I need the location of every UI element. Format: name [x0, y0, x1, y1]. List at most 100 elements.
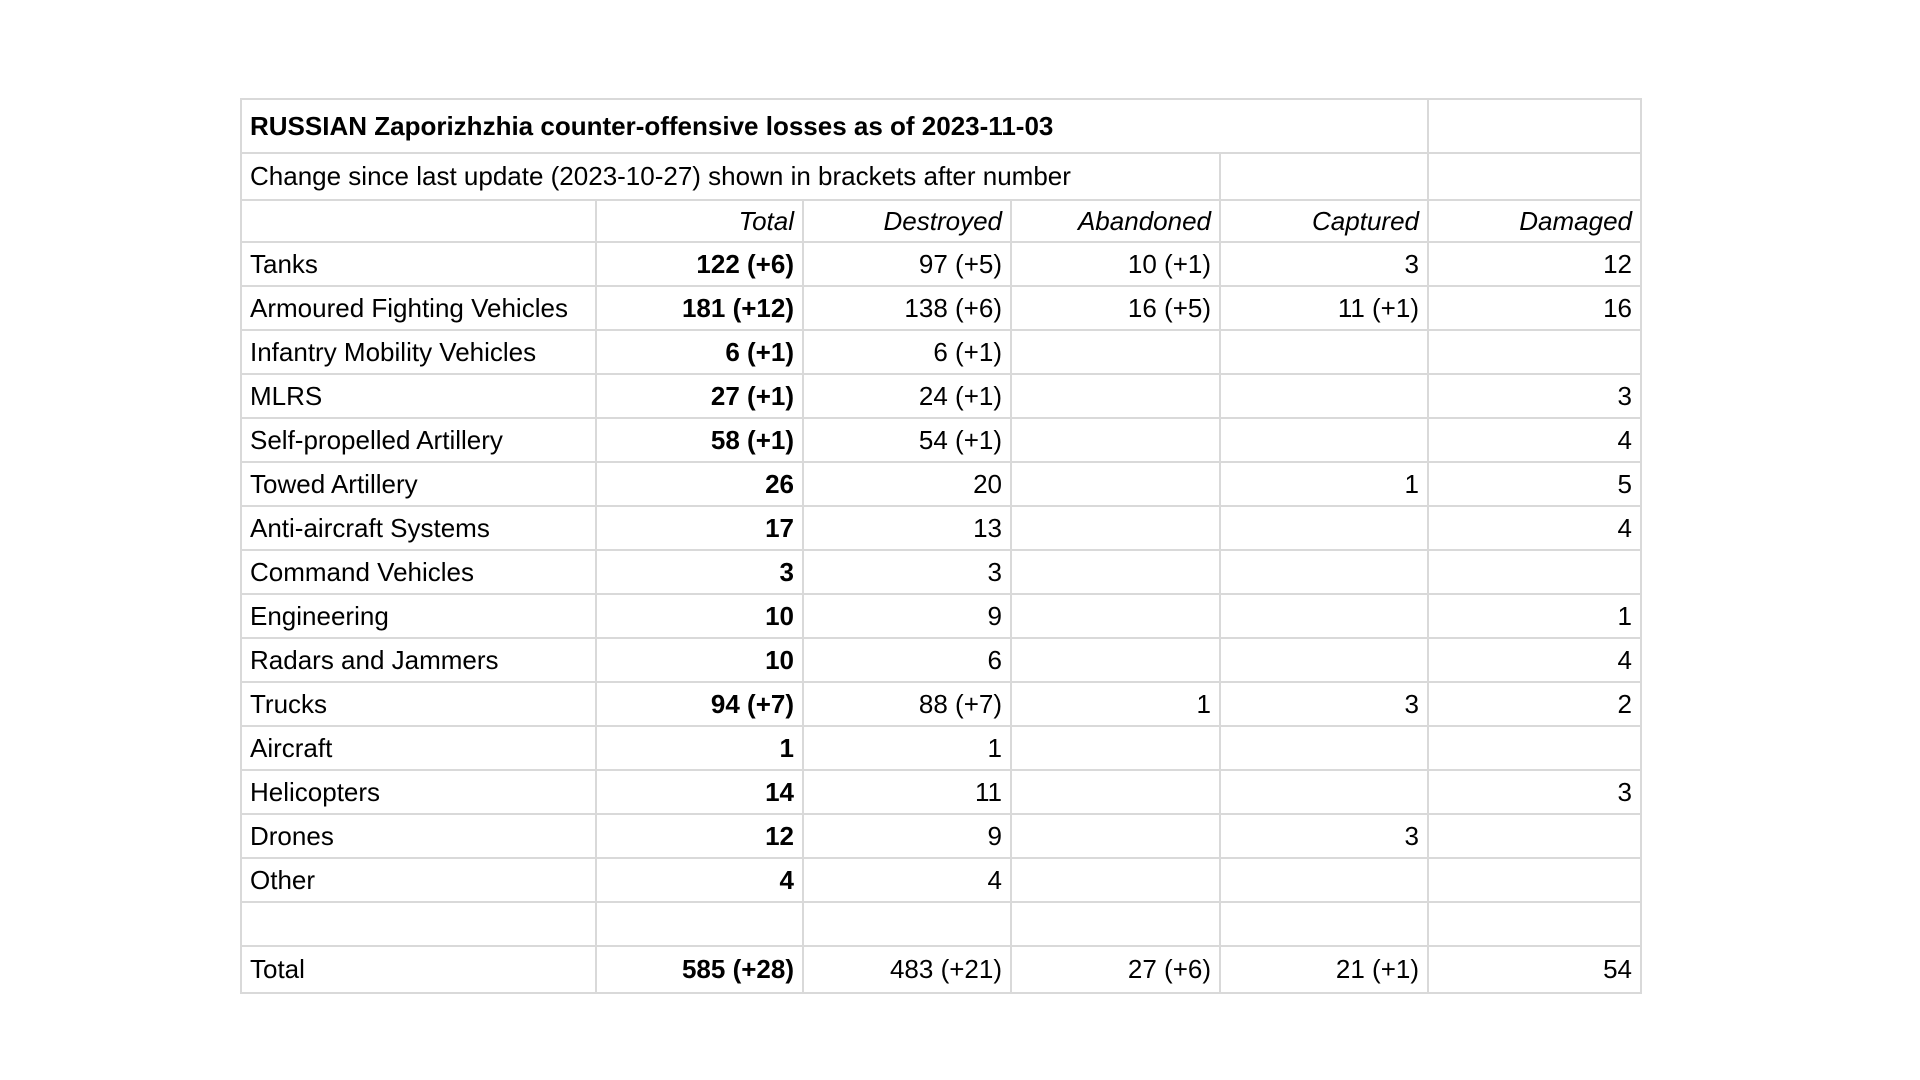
category-label: Helicopters — [240, 769, 597, 815]
table-title: RUSSIAN Zaporizhzhia counter-offensive l… — [240, 98, 1429, 154]
table-row: Infantry Mobility Vehicles 6 (+1) 6 (+1) — [240, 329, 1642, 375]
category-label: Tanks — [240, 241, 597, 287]
total-cell: 26 — [595, 461, 804, 507]
total-cell: 4 — [595, 857, 804, 903]
table-row: Aircraft 1 1 — [240, 725, 1642, 771]
damaged-cell: 4 — [1427, 637, 1642, 683]
captured-cell — [1219, 725, 1429, 771]
damaged-cell: 4 — [1427, 417, 1642, 463]
table-row: MLRS 27 (+1) 24 (+1) 3 — [240, 373, 1642, 419]
table-row: Drones 12 9 3 — [240, 813, 1642, 859]
title-row: RUSSIAN Zaporizhzhia counter-offensive l… — [240, 98, 1642, 154]
damaged-cell: 16 — [1427, 285, 1642, 331]
captured-cell — [1219, 329, 1429, 375]
destroyed-cell: 9 — [802, 593, 1012, 639]
damaged-cell: 3 — [1427, 373, 1642, 419]
destroyed-cell: 88 (+7) — [802, 681, 1012, 727]
column-header-blank — [240, 199, 597, 243]
empty-cell — [1427, 152, 1642, 201]
table-row: Helicopters 14 11 3 — [240, 769, 1642, 815]
damaged-cell — [1427, 329, 1642, 375]
spacer-row — [240, 901, 1642, 947]
destroyed-cell: 97 (+5) — [802, 241, 1012, 287]
total-row-abandoned-cell: 27 (+6) — [1010, 945, 1221, 994]
captured-cell: 1 — [1219, 461, 1429, 507]
total-cell: 17 — [595, 505, 804, 551]
total-cell: 14 — [595, 769, 804, 815]
destroyed-cell: 4 — [802, 857, 1012, 903]
category-label: Command Vehicles — [240, 549, 597, 595]
destroyed-cell: 11 — [802, 769, 1012, 815]
damaged-cell: 4 — [1427, 505, 1642, 551]
damaged-cell: 3 — [1427, 769, 1642, 815]
abandoned-cell: 1 — [1010, 681, 1221, 727]
captured-cell — [1219, 505, 1429, 551]
abandoned-cell — [1010, 505, 1221, 551]
table-row: Armoured Fighting Vehicles 181 (+12) 138 (… — [240, 285, 1642, 331]
damaged-cell — [1427, 857, 1642, 903]
abandoned-cell: 16 (+5) — [1010, 285, 1221, 331]
table-row: Towed Artillery 26 20 1 5 — [240, 461, 1642, 507]
total-cell: 3 — [595, 549, 804, 595]
column-header-total: Total — [595, 199, 804, 243]
total-row-total-cell: 585 (+28) — [595, 945, 804, 994]
abandoned-cell — [1010, 769, 1221, 815]
total-cell: 27 (+1) — [595, 373, 804, 419]
grand-total-row: Total 585 (+28) 483 (+21) 27 (+6) 21 (+1… — [240, 945, 1642, 994]
category-label: Self-propelled Artillery — [240, 417, 597, 463]
captured-cell — [1219, 549, 1429, 595]
destroyed-cell: 9 — [802, 813, 1012, 859]
category-label: Aircraft — [240, 725, 597, 771]
column-header-destroyed: Destroyed — [802, 199, 1012, 243]
captured-cell: 3 — [1219, 241, 1429, 287]
empty-cell — [1427, 901, 1642, 947]
captured-cell — [1219, 637, 1429, 683]
total-cell: 181 (+12) — [595, 285, 804, 331]
empty-cell — [595, 901, 804, 947]
damaged-cell — [1427, 725, 1642, 771]
destroyed-cell: 1 — [802, 725, 1012, 771]
table-row: Anti-aircraft Systems 17 13 4 — [240, 505, 1642, 551]
destroyed-cell: 20 — [802, 461, 1012, 507]
captured-cell: 3 — [1219, 681, 1429, 727]
destroyed-cell: 6 (+1) — [802, 329, 1012, 375]
total-row-label: Total — [240, 945, 597, 994]
damaged-cell: 2 — [1427, 681, 1642, 727]
column-header-captured: Captured — [1219, 199, 1429, 243]
total-cell: 12 — [595, 813, 804, 859]
damaged-cell: 1 — [1427, 593, 1642, 639]
category-label: Radars and Jammers — [240, 637, 597, 683]
table-row: Engineering 10 9 1 — [240, 593, 1642, 639]
destroyed-cell: 3 — [802, 549, 1012, 595]
damaged-cell — [1427, 549, 1642, 595]
losses-table: RUSSIAN Zaporizhzhia counter-offensive l… — [240, 98, 1642, 994]
table-row: Command Vehicles 3 3 — [240, 549, 1642, 595]
empty-cell — [1427, 98, 1642, 154]
column-header-damaged: Damaged — [1427, 199, 1642, 243]
abandoned-cell — [1010, 593, 1221, 639]
total-row-captured-cell: 21 (+1) — [1219, 945, 1429, 994]
empty-cell — [240, 901, 597, 947]
abandoned-cell — [1010, 725, 1221, 771]
destroyed-cell: 6 — [802, 637, 1012, 683]
abandoned-cell — [1010, 549, 1221, 595]
subtitle-row: Change since last update (2023-10-27) sh… — [240, 152, 1642, 201]
category-label: Anti-aircraft Systems — [240, 505, 597, 551]
abandoned-cell: 10 (+1) — [1010, 241, 1221, 287]
category-label: Armoured Fighting Vehicles — [240, 285, 597, 331]
captured-cell: 3 — [1219, 813, 1429, 859]
table-row: Trucks 94 (+7) 88 (+7) 1 3 2 — [240, 681, 1642, 727]
category-label: Infantry Mobility Vehicles — [240, 329, 597, 375]
abandoned-cell — [1010, 373, 1221, 419]
damaged-cell — [1427, 813, 1642, 859]
abandoned-cell — [1010, 637, 1221, 683]
total-cell: 1 — [595, 725, 804, 771]
captured-cell — [1219, 373, 1429, 419]
captured-cell — [1219, 769, 1429, 815]
column-header-row: Total Destroyed Abandoned Captured Damag… — [240, 199, 1642, 243]
captured-cell — [1219, 417, 1429, 463]
category-label: Engineering — [240, 593, 597, 639]
destroyed-cell: 13 — [802, 505, 1012, 551]
destroyed-cell: 54 (+1) — [802, 417, 1012, 463]
